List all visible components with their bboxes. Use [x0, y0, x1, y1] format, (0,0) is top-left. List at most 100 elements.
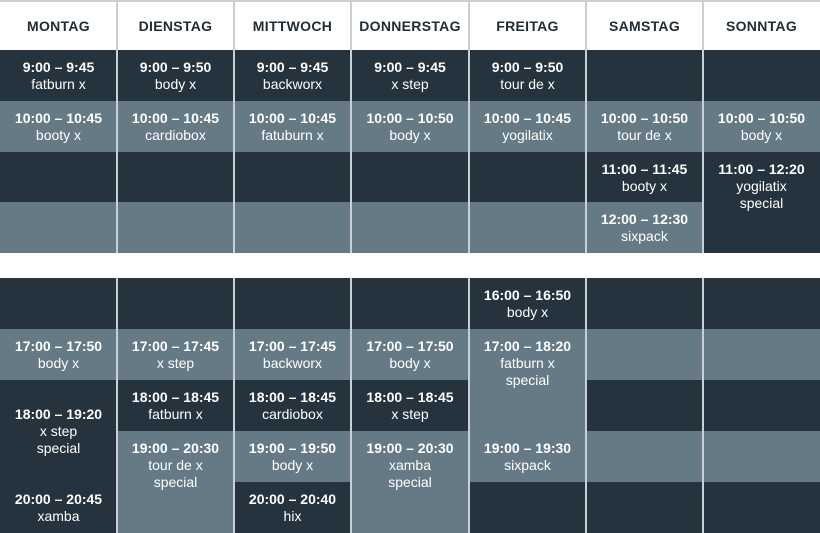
class-name: hix [283, 508, 302, 524]
class-name: fatuburn x [261, 127, 324, 143]
class-name: cardiobox [262, 406, 323, 422]
class-slot[interactable]: 16:00 – 16:50 body x [469, 278, 586, 329]
class-time: 16:00 – 16:50 [483, 287, 572, 303]
class-slot[interactable]: 9:00 – 9:50 tour de x [469, 50, 586, 101]
empty-slot [351, 202, 469, 253]
class-name: body x [271, 457, 314, 473]
class-name: yogilatix special [736, 178, 787, 211]
class-time: 10:00 – 10:45 [248, 110, 337, 126]
class-time: 18:00 – 18:45 [131, 389, 220, 405]
empty-slot [586, 278, 703, 329]
class-time: 10:00 – 10:50 [717, 110, 806, 126]
empty-slot [586, 431, 703, 482]
class-time: 11:00 – 12:20 [718, 161, 805, 177]
day-header-montag: MONTAG [0, 0, 117, 50]
empty-slot [234, 202, 351, 253]
class-time: 19:00 – 20:30 [131, 440, 220, 456]
column-divider [702, 0, 704, 253]
class-name: fatburn x special [500, 355, 555, 388]
class-slot[interactable]: 18:00 – 18:45 x step [351, 380, 469, 431]
empty-slot [586, 482, 703, 533]
class-time: 20:00 – 20:45 [14, 491, 103, 507]
class-slot[interactable]: 18:00 – 18:45 cardiobox [234, 380, 351, 431]
day-header-sonntag: SONNTAG [703, 0, 820, 50]
class-time: 11:00 – 11:45 [601, 161, 688, 177]
class-name: body x [37, 355, 80, 371]
class-slot[interactable]: 18:00 – 18:45 fatburn x [117, 380, 234, 431]
class-slot[interactable]: 19:00 – 19:50 body x [234, 431, 351, 482]
column-divider [233, 278, 235, 533]
class-slot[interactable]: 18:00 – 19:20 x step special [0, 380, 117, 482]
class-slot[interactable]: 19:00 – 20:30 tour de x special [117, 431, 234, 533]
empty-slot [703, 50, 820, 101]
class-name: fatburn x [148, 406, 203, 422]
empty-slot [703, 431, 820, 482]
class-slot[interactable]: 10:00 – 10:50 tour de x [586, 101, 703, 152]
class-time: 10:00 – 10:45 [131, 110, 220, 126]
day-header-freitag: FREITAG [469, 0, 586, 50]
class-slot[interactable]: 19:00 – 19:30 sixpack [469, 431, 586, 482]
column-divider [585, 278, 587, 533]
class-name: yogilatix [502, 127, 553, 143]
class-slot[interactable]: 11:00 – 12:20 yogilatix special [703, 152, 820, 253]
class-slot[interactable]: 17:00 – 17:50 body x [0, 329, 117, 380]
class-slot[interactable]: 9:00 – 9:50 body x [117, 50, 234, 101]
class-name: cardiobox [145, 127, 206, 143]
class-slot[interactable]: 10:00 – 10:45 fatuburn x [234, 101, 351, 152]
class-name: tour de x [617, 127, 672, 143]
class-slot[interactable]: 10:00 – 10:50 body x [351, 101, 469, 152]
class-time: 9:00 – 9:45 [374, 59, 446, 75]
day-header-dienstag: DIENSTAG [117, 0, 234, 50]
class-slot[interactable]: 17:00 – 17:45 x step [117, 329, 234, 380]
class-name: tour de x [500, 76, 555, 92]
class-slot[interactable]: 19:00 – 20:30 xamba special [351, 431, 469, 533]
empty-slot [117, 278, 234, 329]
empty-slot [586, 380, 703, 431]
column-divider [116, 0, 118, 253]
class-slot[interactable]: 9:00 – 9:45 backworx [234, 50, 351, 101]
class-time: 9:00 – 9:50 [139, 59, 212, 75]
empty-slot [469, 482, 586, 533]
class-time: 18:00 – 18:45 [248, 389, 337, 405]
class-slot[interactable]: 9:00 – 9:45 fatburn x [0, 50, 117, 101]
class-time: 12:00 – 12:30 [600, 211, 689, 227]
class-time: 9:00 – 9:45 [22, 59, 95, 75]
day-header-donnerstag: DONNERSTAG [351, 0, 469, 50]
empty-slot [703, 380, 820, 431]
column-divider [350, 0, 352, 253]
class-name: sixpack [504, 457, 551, 473]
class-slot[interactable]: 10:00 – 10:45 booty x [0, 101, 117, 152]
class-name: tour de x special [148, 457, 203, 490]
class-time: 18:00 – 18:45 [366, 389, 454, 405]
class-slot[interactable]: 17:00 – 18:20 fatburn x special [469, 329, 586, 431]
class-slot[interactable]: 20:00 – 20:45 xamba [0, 482, 117, 533]
class-slot[interactable]: 17:00 – 17:50 body x [351, 329, 469, 380]
class-time: 19:00 – 19:50 [248, 440, 337, 456]
day-header-mittwoch: MITTWOCH [234, 0, 351, 50]
class-slot[interactable]: 10:00 – 10:45 cardiobox [117, 101, 234, 152]
class-time: 9:00 – 9:50 [491, 59, 564, 75]
empty-slot [234, 152, 351, 202]
class-name: x step [391, 406, 429, 422]
class-time: 17:00 – 17:50 [366, 338, 454, 354]
class-time: 17:00 – 17:45 [131, 338, 220, 354]
class-slot[interactable]: 9:00 – 9:45 x step [351, 50, 469, 101]
class-slot[interactable]: 10:00 – 10:45 yogilatix [469, 101, 586, 152]
class-slot[interactable]: 11:00 – 11:45 booty x [586, 152, 703, 202]
column-divider [233, 0, 235, 253]
class-time: 19:00 – 19:30 [483, 440, 572, 456]
class-slot[interactable]: 17:00 – 17:45 backworx [234, 329, 351, 380]
empty-slot [469, 152, 586, 202]
column-divider [350, 278, 352, 533]
empty-slot [234, 278, 351, 329]
class-time: 18:00 – 19:20 [14, 405, 103, 422]
class-slot[interactable]: 20:00 – 20:40 hix [234, 482, 351, 533]
empty-slot [586, 329, 703, 380]
class-time: 10:00 – 10:50 [366, 110, 454, 126]
class-slot[interactable]: 10:00 – 10:50 body x [703, 101, 820, 152]
class-name: body x [389, 127, 431, 143]
column-divider [468, 0, 470, 253]
empty-slot [117, 152, 234, 202]
class-slot[interactable]: 12:00 – 12:30 sixpack [586, 202, 703, 253]
